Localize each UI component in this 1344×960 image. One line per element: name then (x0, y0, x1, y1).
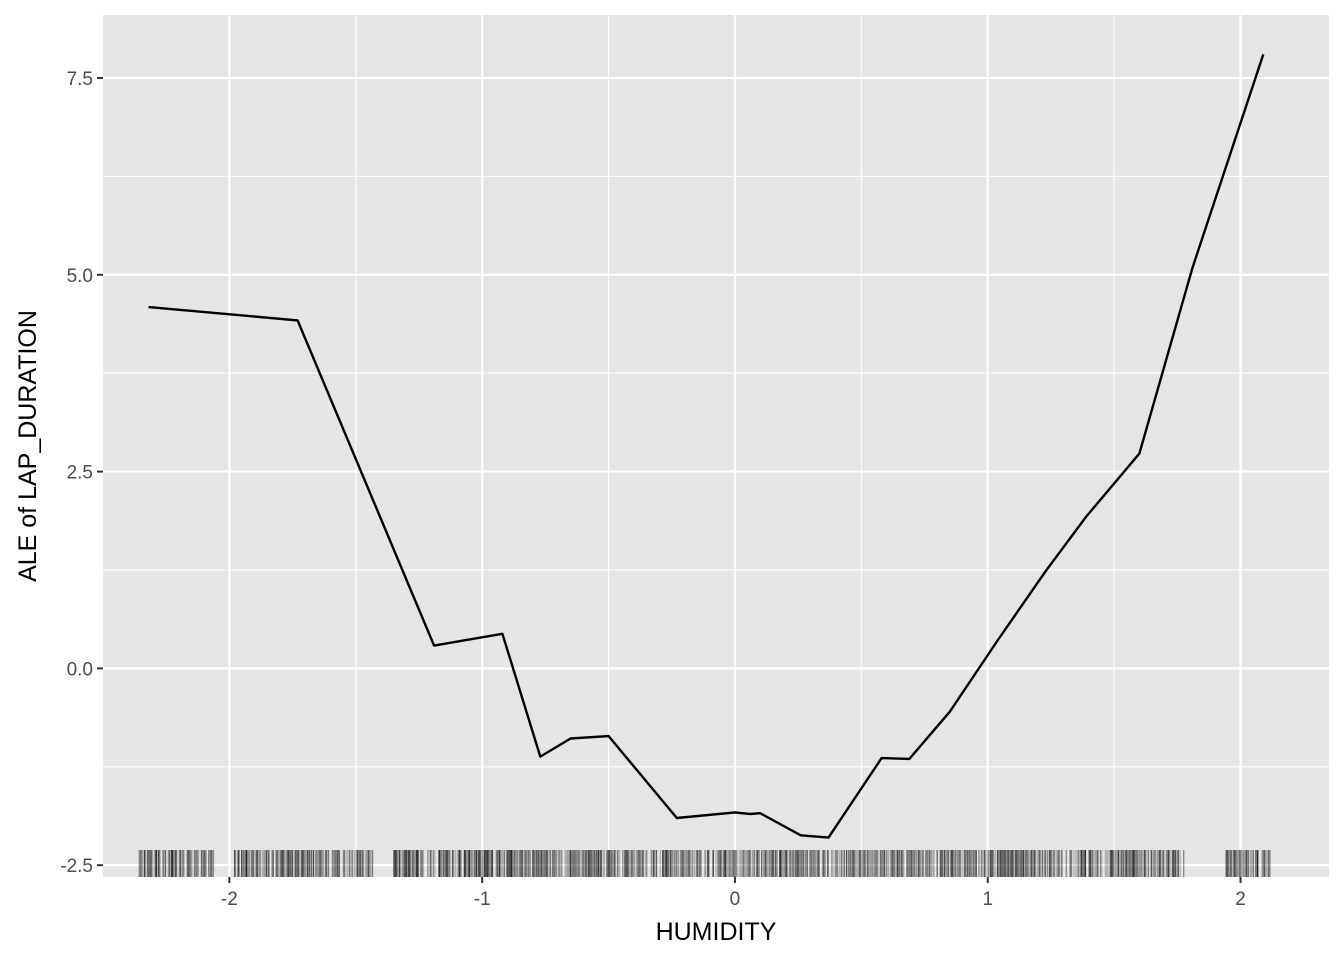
y-tick-label: -2.5 (60, 856, 93, 877)
major-gridlines (103, 15, 1329, 877)
plot-panel (103, 15, 1329, 877)
x-tick-label: -2 (221, 889, 238, 910)
ale-line (148, 54, 1265, 839)
y-tick-label: 5.0 (67, 266, 93, 287)
y-axis: -2.5 0.0 2.5 5.0 7.5 (60, 69, 103, 877)
x-tick-label: 1 (982, 889, 993, 910)
x-axis: -2 -1 0 1 2 (221, 877, 1246, 910)
x-tick-label: 2 (1235, 889, 1246, 910)
y-tick-label: 2.5 (67, 463, 93, 484)
x-tick-label: -1 (474, 889, 491, 910)
ale-series (148, 54, 1265, 839)
rug-marks (138, 850, 1271, 877)
x-axis-title: HUMIDITY (656, 918, 777, 946)
y-axis-title: ALE of LAP_DURATION (14, 310, 42, 582)
y-tick-label: 7.5 (67, 69, 93, 90)
y-tick-label: 0.0 (67, 659, 93, 680)
minor-gridlines (103, 15, 1329, 877)
x-tick-label: 0 (730, 889, 741, 910)
